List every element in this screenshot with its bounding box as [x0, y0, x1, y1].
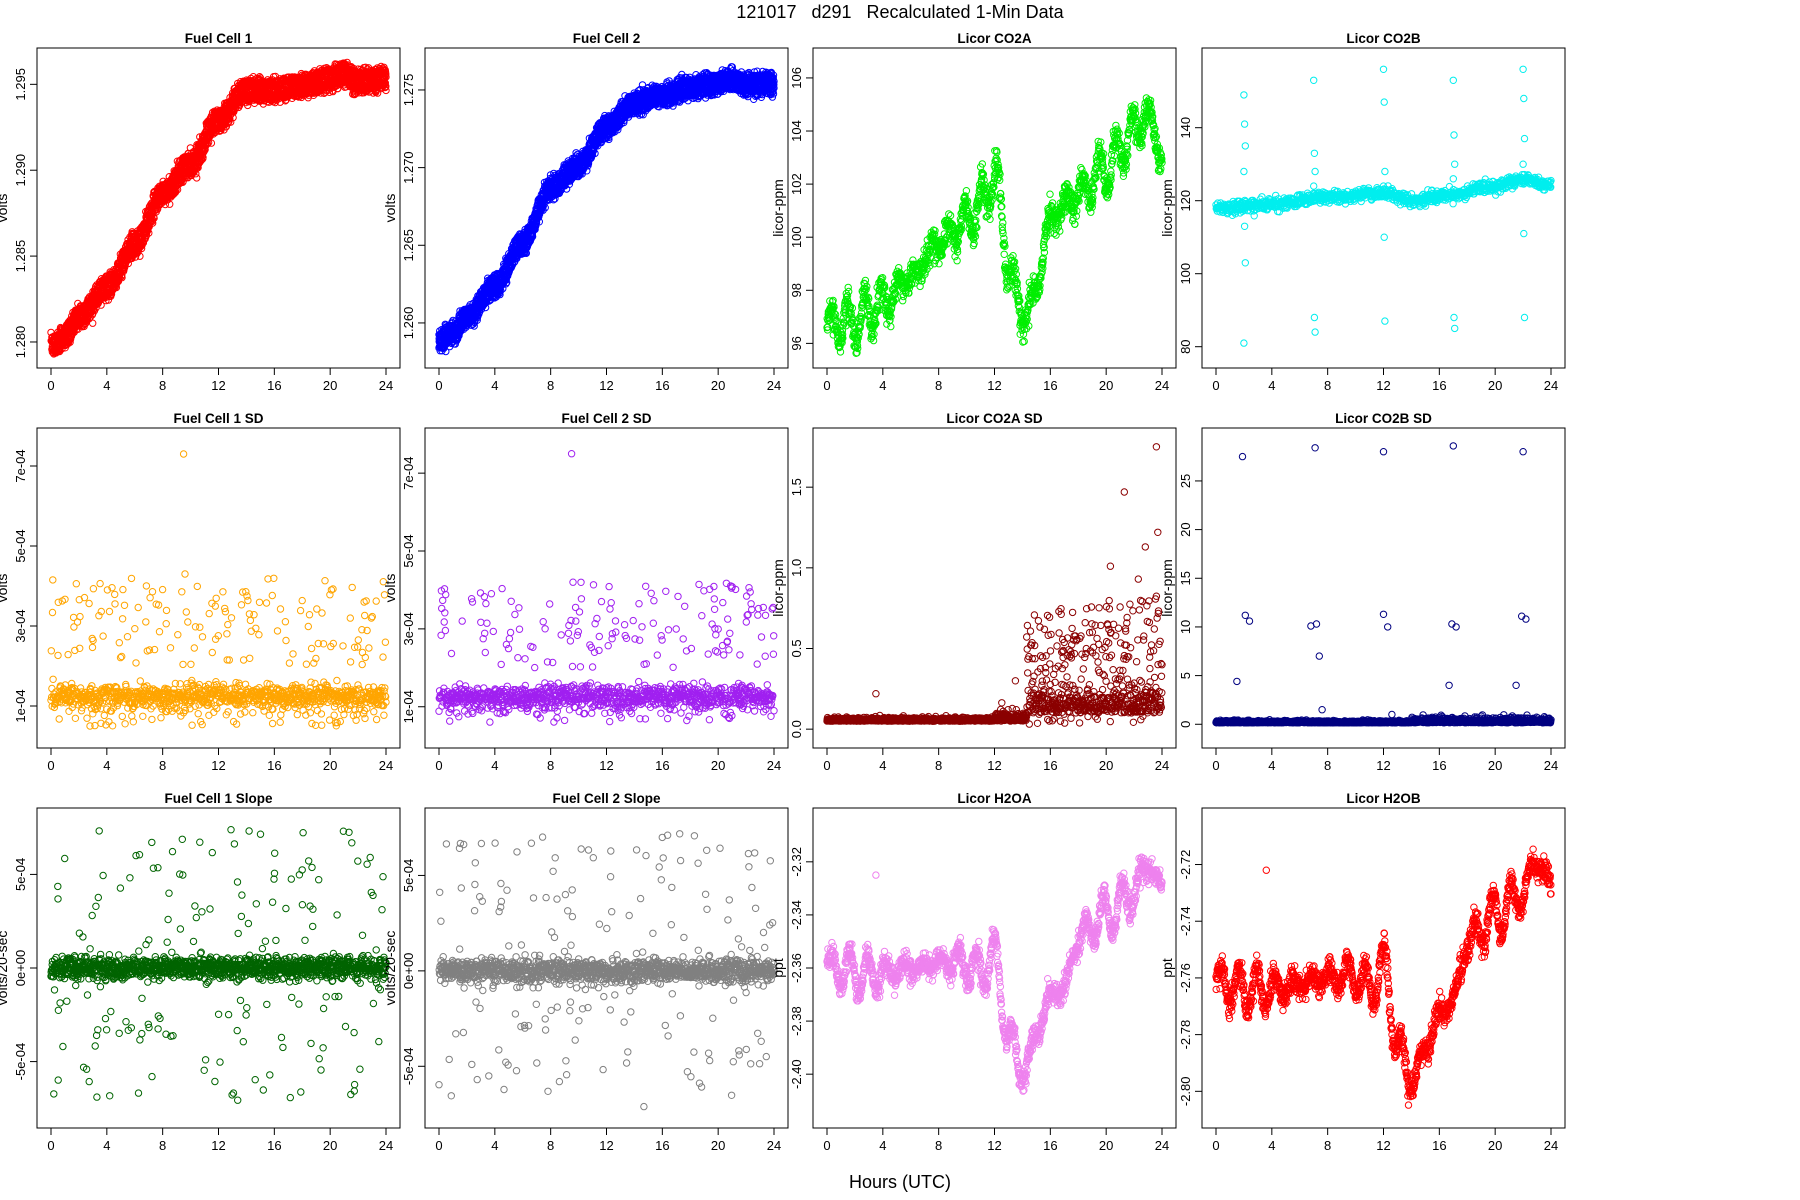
data-point	[522, 249, 531, 258]
chart-title: Fuel Cell 2	[573, 31, 641, 46]
chart-panel: Fuel Cell 1 0 4 8 12 16 20 24 1.280 1.285 1.290 1.2…	[0, 12, 412, 414]
chart-svg: Fuel Cell 1 0 4 8 12 16 20 24 1.280 1.285 1.290 1.2…	[0, 31, 401, 393]
x-tick-label: 24	[379, 378, 393, 393]
y-tick-label: 1.280	[13, 326, 28, 359]
data-point	[535, 218, 544, 226]
data-point	[638, 81, 647, 89]
data-point	[226, 115, 234, 123]
data-point	[136, 252, 144, 260]
data-point	[207, 139, 216, 147]
data-point	[382, 82, 390, 90]
x-tick-label: 16	[267, 378, 281, 393]
y-tick-label: 1.290	[13, 154, 28, 187]
data-point	[539, 206, 547, 214]
y-tick-label: 1.295	[13, 68, 28, 101]
data-point	[255, 73, 264, 81]
data-point	[227, 118, 235, 126]
x-tick-label: 4	[103, 378, 110, 393]
data-point	[193, 174, 201, 182]
data-point	[373, 89, 382, 97]
x-tick-label: 0	[47, 378, 54, 393]
data-point	[131, 253, 140, 261]
data-point	[502, 275, 511, 284]
data-points	[435, 63, 778, 356]
data-point	[382, 86, 390, 95]
data-point	[89, 319, 97, 327]
chart-svg: Fuel Cell 20 4 8 12 16 20 241.2601.2651.2701.2…	[382, 31, 789, 393]
data-point	[382, 73, 390, 81]
data-point	[442, 347, 450, 356]
page-title: 121017 d291 Recalculated 1-Min Data	[736, 2, 1064, 22]
y-axis-label: volts	[0, 194, 10, 223]
y-tick-label: 1.285	[13, 240, 28, 273]
data-point	[528, 232, 537, 241]
x-tick-label: 12	[211, 378, 225, 393]
data-point	[382, 70, 390, 78]
data-point	[591, 149, 599, 158]
chart-panel: Fuel Cell 2 0 4 8 12 16 20 24 1.260 1.265 1.270 1.2…	[382, 12, 800, 414]
data-point	[166, 200, 174, 208]
data-point	[97, 301, 105, 309]
data-points	[47, 58, 390, 358]
x-tick-label: 8	[159, 378, 166, 393]
x-tick-label: 20	[323, 378, 337, 393]
data-point	[199, 153, 207, 162]
chart-title: Fuel Cell 1	[185, 31, 253, 46]
